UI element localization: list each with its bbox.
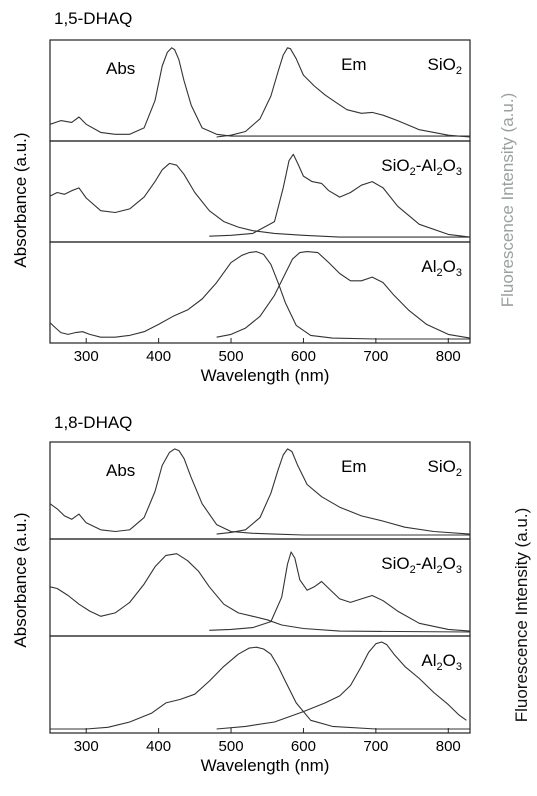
panel-frame-1-0 — [49, 441, 471, 540]
x-tick-label-0-5: 800 — [436, 348, 461, 365]
panel-frame-1-2 — [49, 635, 471, 734]
x-tick-label-0-1: 400 — [146, 348, 171, 365]
x-tick-label-0-2: 500 — [219, 348, 244, 365]
y-axis-label-right-0: Fluorescence Intensity (a.u.) — [498, 93, 517, 307]
em-curve-0-0 — [216, 47, 471, 138]
x-tick-label-1-3: 600 — [291, 738, 316, 755]
x-axis-label-1: Wavelength (nm) — [201, 756, 330, 775]
x-tick-label-1-5: 800 — [436, 738, 461, 755]
abs-curve-0-0 — [49, 47, 470, 137]
abs-label-0: Abs — [106, 59, 135, 78]
y-axis-label-right-1: Fluorescence Intensity (a.u.) — [512, 508, 531, 722]
x-tick-label-1-1: 400 — [146, 738, 171, 755]
abs-label-1: Abs — [106, 461, 135, 480]
abs-curve-1-2 — [50, 646, 470, 730]
em-curve-0-2 — [216, 251, 471, 339]
y-axis-label-left-1: Absorbance (a.u.) — [11, 512, 30, 647]
y-axis-label-left-0: Absorbance (a.u.) — [11, 132, 30, 267]
x-tick-label-1-0: 300 — [74, 738, 99, 755]
x-tick-label-1-2: 500 — [219, 738, 244, 755]
substrate-label-1-1: SiO2-Al2O3 — [381, 554, 462, 576]
em-curve-0-1 — [209, 153, 471, 238]
em-curve-1-0 — [216, 448, 471, 535]
x-tick-label-0-3: 600 — [291, 348, 316, 365]
substrate-label-0-1: SiO2-Al2O3 — [381, 156, 462, 178]
substrate-label-1-2: Al2O3 — [421, 651, 462, 673]
em-label-1: Em — [341, 457, 367, 476]
em-curve-1-1 — [209, 551, 471, 632]
x-tick-label-0-4: 700 — [363, 348, 388, 365]
substrate-label-0-0: SiO2 — [428, 55, 462, 77]
em-curve-1-2 — [216, 641, 467, 730]
abs-curve-1-1 — [49, 553, 471, 633]
substrate-label-1-0: SiO2 — [428, 457, 462, 479]
chart-title-0: 1,5-DHAQ — [54, 9, 132, 28]
em-label-0: Em — [341, 55, 367, 74]
substrate-label-0-2: Al2O3 — [421, 257, 462, 279]
x-tick-label-0-0: 300 — [74, 348, 99, 365]
chart-title-1: 1,8-DHAQ — [54, 413, 132, 432]
x-axis-label-0: Wavelength (nm) — [201, 366, 330, 385]
panel-frame-0-0 — [49, 39, 471, 142]
abs-curve-0-2 — [49, 251, 470, 340]
panel-frame-0-2 — [49, 241, 471, 344]
x-tick-label-1-4: 700 — [363, 738, 388, 755]
